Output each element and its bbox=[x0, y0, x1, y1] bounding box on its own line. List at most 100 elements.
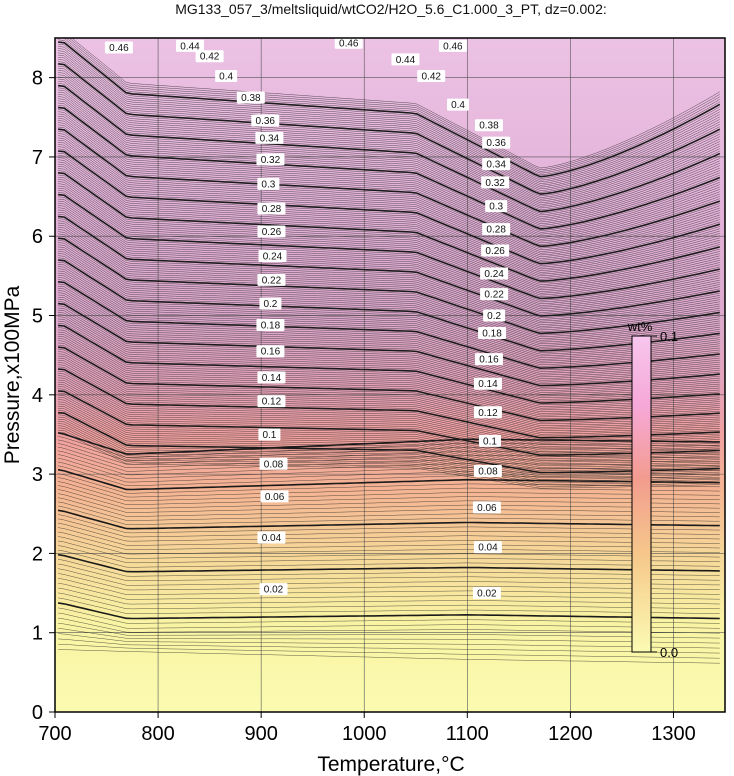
contour-label: 0.46 bbox=[109, 43, 129, 54]
contour-line bbox=[58, 485, 720, 505]
contour-label-box bbox=[236, 91, 265, 104]
contour-line bbox=[58, 423, 720, 482]
contour-line bbox=[58, 115, 720, 237]
contour-line bbox=[58, 76, 720, 205]
contour-line bbox=[58, 336, 720, 412]
contour-label: 0.26 bbox=[485, 246, 505, 257]
contour-line bbox=[58, 497, 720, 517]
contour-label: 0.44 bbox=[396, 55, 416, 66]
contour-label: 0.32 bbox=[261, 155, 281, 166]
contour-label: 0.34 bbox=[260, 133, 280, 144]
contour-label: 0.44 bbox=[180, 41, 200, 52]
y-tick-label: 7 bbox=[32, 147, 43, 169]
contour-label: 0.3 bbox=[261, 179, 275, 190]
contour-line bbox=[58, 70, 720, 200]
contour-line bbox=[58, 43, 720, 179]
contour-line bbox=[58, 587, 720, 605]
contour-line bbox=[58, 270, 720, 360]
contour-label-box bbox=[473, 377, 502, 390]
contour-label-box bbox=[447, 98, 470, 111]
contour-label-box bbox=[478, 434, 501, 447]
contour-label: 0.38 bbox=[241, 93, 261, 104]
contour-label-box bbox=[257, 225, 286, 238]
contour-line bbox=[58, 357, 720, 430]
contour-label-box bbox=[257, 371, 286, 384]
contour-line bbox=[58, 353, 720, 426]
contour-line bbox=[58, 89, 720, 216]
contour-line bbox=[58, 142, 720, 258]
contour-line bbox=[58, 170, 720, 280]
contour-line bbox=[58, 203, 720, 306]
contour-line bbox=[58, 137, 720, 254]
colorbar: wt% 0.1 0.0 bbox=[627, 319, 678, 660]
contour-line bbox=[58, 299, 720, 383]
contour-line bbox=[58, 446, 720, 469]
contour-line bbox=[58, 56, 720, 190]
contour-label-box bbox=[473, 406, 502, 419]
contour-line bbox=[58, 501, 720, 521]
contour-line bbox=[58, 261, 720, 353]
contour-line bbox=[58, 242, 720, 338]
contour-line bbox=[58, 288, 720, 374]
contour-line bbox=[58, 421, 720, 480]
contour-line bbox=[58, 100, 720, 224]
contour-label-box bbox=[255, 131, 284, 144]
contour-line-labeled bbox=[57, 84, 721, 213]
contour-label-box bbox=[257, 531, 286, 544]
contour-label-box bbox=[257, 177, 280, 190]
contour-line bbox=[58, 342, 720, 418]
contour-line bbox=[58, 309, 720, 392]
contour-line bbox=[58, 416, 720, 477]
contour-label: 0.38 bbox=[479, 121, 499, 132]
contour-line bbox=[58, 163, 720, 275]
contour-line-labeled bbox=[57, 602, 720, 620]
y-tick-label: 6 bbox=[32, 226, 43, 248]
contour-line bbox=[58, 414, 720, 475]
contour-label: 0.12 bbox=[262, 397, 282, 408]
contour-line bbox=[58, 323, 720, 402]
contour-label-box bbox=[481, 244, 510, 257]
contour-line bbox=[58, 61, 720, 193]
contour-label-box bbox=[176, 39, 205, 52]
contour-line bbox=[58, 477, 720, 498]
contour-line bbox=[58, 118, 720, 238]
contour-label: 0.18 bbox=[261, 321, 281, 332]
contour-line bbox=[58, 364, 720, 435]
contour-line bbox=[58, 268, 720, 358]
contour-line bbox=[58, 126, 720, 245]
contour-line bbox=[58, 320, 720, 400]
y-axis-label: Pressure,x100MPa bbox=[1, 285, 24, 464]
contour-label-box bbox=[485, 200, 508, 213]
contour-line bbox=[58, 540, 720, 559]
contour-line bbox=[58, 124, 720, 244]
contour-label: 0.42 bbox=[421, 72, 441, 83]
contour-line bbox=[58, 329, 720, 407]
y-tick-label: 4 bbox=[32, 385, 43, 407]
contour-line bbox=[58, 87, 720, 214]
contour-line bbox=[58, 48, 720, 183]
contour-label: 0.28 bbox=[486, 225, 506, 236]
x-tick-label: 800 bbox=[141, 723, 174, 745]
contour-line bbox=[58, 131, 720, 249]
contour-line bbox=[58, 379, 720, 447]
contour-line-labeled bbox=[57, 509, 720, 530]
contour-line bbox=[58, 633, 720, 649]
contour-line bbox=[59, 38, 720, 174]
contour-line bbox=[58, 211, 720, 313]
plot-frame bbox=[54, 37, 726, 713]
contour-line bbox=[58, 355, 720, 428]
contour-line bbox=[58, 52, 720, 186]
contour-line bbox=[58, 373, 720, 442]
contour-line-labeled bbox=[58, 302, 720, 387]
contour-line bbox=[58, 231, 720, 329]
contour-line bbox=[58, 39, 720, 176]
contour-line bbox=[58, 176, 720, 285]
contour-line bbox=[58, 111, 720, 233]
contour-line bbox=[58, 386, 720, 452]
contour-line bbox=[58, 351, 720, 425]
contour-line bbox=[58, 410, 720, 472]
contour-line bbox=[58, 144, 720, 259]
contour-label: 0.22 bbox=[262, 275, 282, 286]
contour-line bbox=[58, 46, 720, 181]
contour-line bbox=[58, 255, 720, 348]
